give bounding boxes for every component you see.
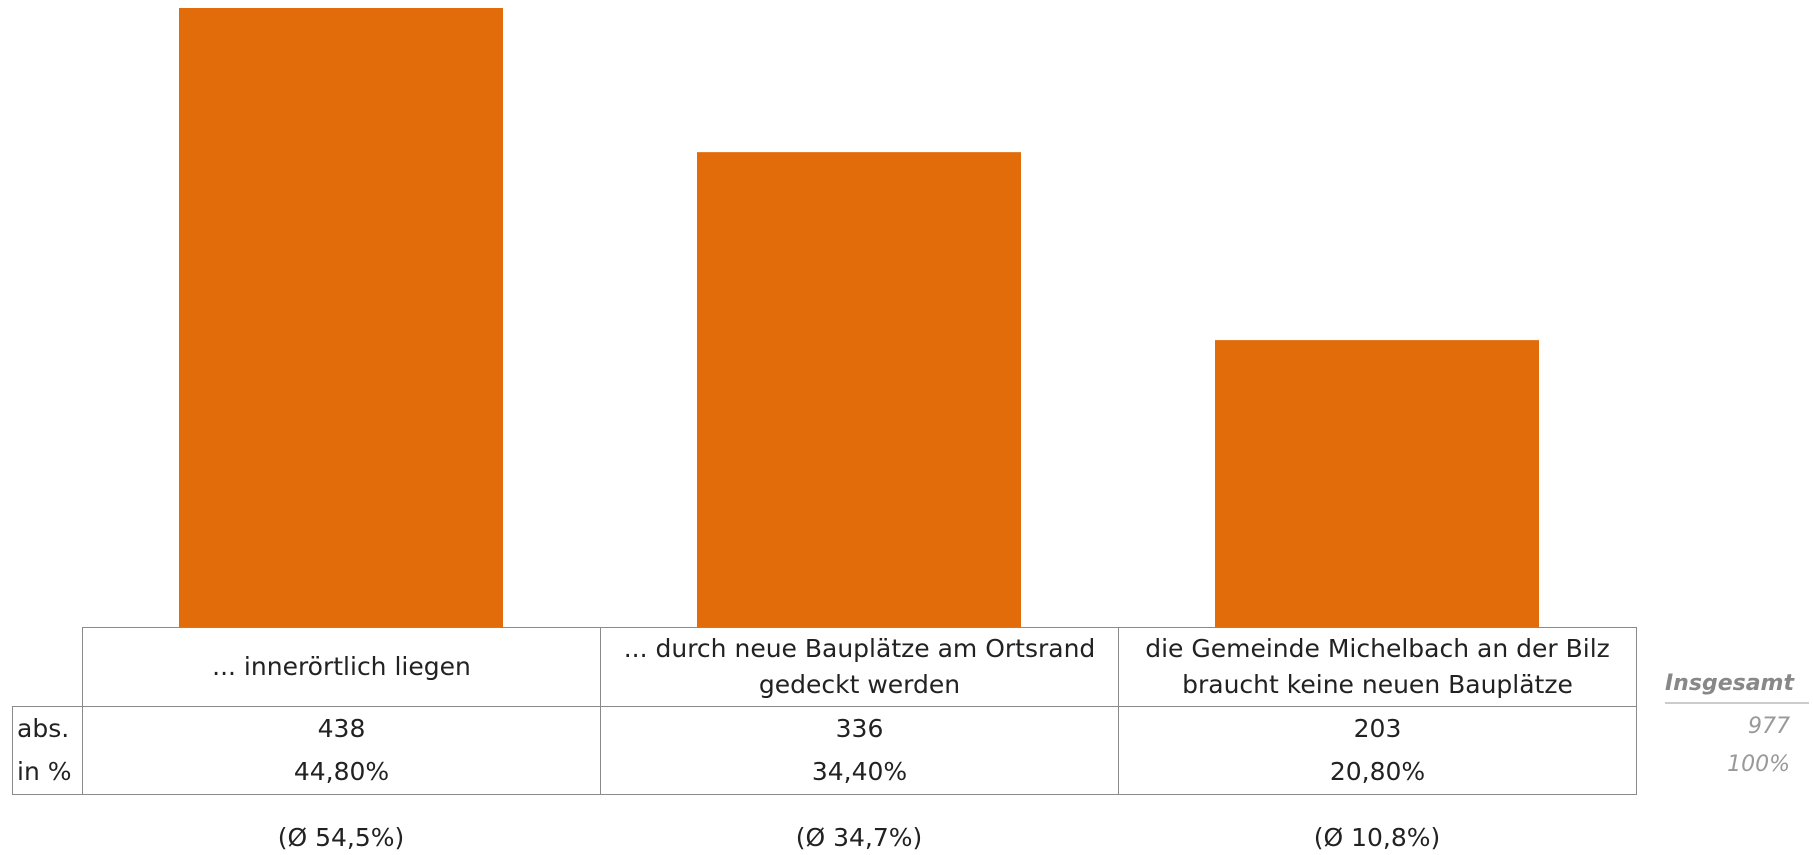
average-label: (Ø 54,5%): [277, 823, 405, 852]
total-percent: 100%: [1727, 752, 1790, 777]
category-header: ... durch neue Bauplätze am Ortsrand ged…: [600, 627, 1119, 707]
row-label: in %: [12, 750, 82, 795]
table-value: 34,40%: [600, 750, 1119, 795]
category-header: die Gemeinde Michelbach an der Bilz brau…: [1118, 627, 1637, 707]
table-value: 438: [82, 706, 601, 751]
table-value: 336: [600, 706, 1119, 751]
category-header: ... innerörtlich liegen: [82, 627, 601, 707]
table-value: 203: [1118, 706, 1637, 751]
row-label: abs.: [12, 706, 82, 751]
total-label: Insgesamt: [1665, 671, 1794, 696]
bar: [697, 152, 1021, 627]
bar: [179, 8, 503, 627]
table-value: 44,80%: [82, 750, 601, 795]
average-label: (Ø 34,7%): [795, 823, 923, 852]
bar: [1215, 340, 1539, 627]
table-value: 20,80%: [1118, 750, 1637, 795]
average-label: (Ø 10,8%): [1313, 823, 1441, 852]
total-abs: 977: [1748, 714, 1790, 739]
